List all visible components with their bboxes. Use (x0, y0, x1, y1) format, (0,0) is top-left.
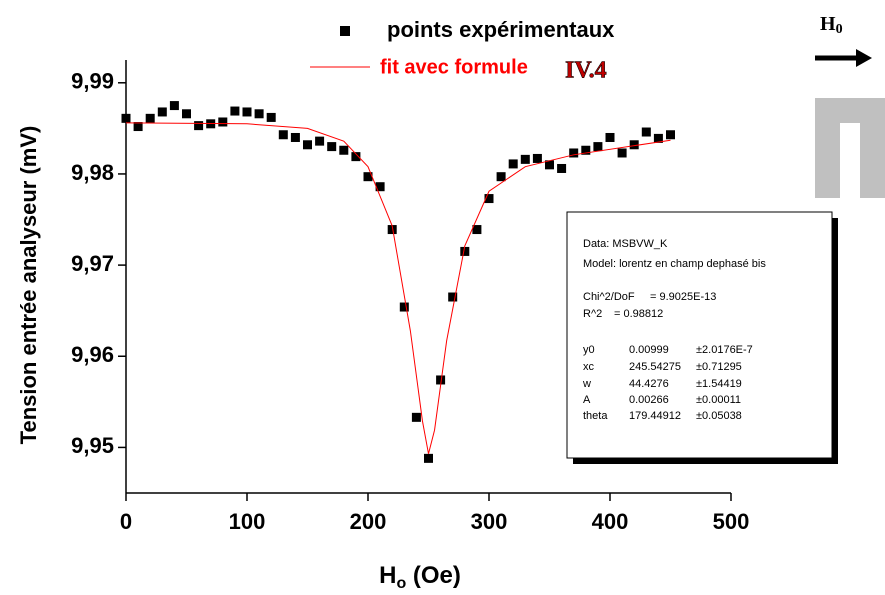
fit-box-text: theta (583, 410, 608, 422)
data-point (629, 140, 639, 150)
data-point (641, 127, 651, 137)
data-point (399, 302, 409, 312)
y-tick-label: 9,99 (71, 69, 114, 94)
data-point (496, 172, 506, 182)
data-point (363, 172, 373, 182)
fit-box-text: ±0.05038 (696, 410, 742, 422)
fit-box-text: 0.00266 (629, 394, 669, 406)
data-point (520, 154, 530, 164)
data-point (315, 136, 325, 146)
fit-box-text: Chi^2/DoF (583, 291, 635, 303)
data-point (472, 225, 482, 235)
legend-label: points expérimentaux (387, 17, 615, 42)
fit-box-text: ±0.00011 (696, 394, 741, 406)
fit-box-text: 245.54275 (629, 361, 681, 373)
data-point (545, 160, 554, 170)
fit-line (125, 122, 671, 454)
data-point (424, 453, 433, 463)
data-point (121, 113, 131, 123)
fit-box-text: 44.4276 (629, 378, 669, 390)
data-point (532, 153, 542, 163)
data-point (218, 117, 228, 127)
data-point (254, 109, 264, 119)
x-axis-label: Ho (Oe) (379, 562, 461, 592)
x-label-sub: o (396, 575, 406, 592)
fit-box-text: R^2 (583, 308, 602, 320)
data-point (327, 142, 337, 152)
data-point (303, 140, 312, 150)
fit-box-text: = 0.98812 (614, 308, 663, 320)
data-point (375, 182, 385, 192)
y-tick-label: 9,97 (71, 251, 114, 276)
data-point (145, 113, 155, 123)
data-point (169, 101, 179, 111)
fit-box-text: y0 (583, 344, 595, 356)
data-point (484, 194, 494, 204)
data-point (448, 292, 458, 302)
fit-box-text: Data: MSBVW_K (583, 238, 668, 250)
x-label-rest: (Oe) (406, 562, 461, 589)
data-point (581, 145, 591, 155)
data-point (278, 130, 288, 140)
x-tick-label: 200 (350, 509, 387, 534)
data-point (194, 121, 204, 131)
data-point (508, 159, 518, 169)
legend-label: fit avec formule (380, 56, 528, 78)
data-point (666, 130, 675, 140)
field-main: H (820, 13, 836, 35)
data-point (290, 132, 300, 142)
x-tick-label: 0 (120, 509, 132, 534)
y-tick-label: 9,95 (71, 433, 114, 458)
data-point (387, 225, 397, 235)
data-point (436, 375, 446, 385)
fit-box: Data: MSBVW_K Model: lorentz en champ dep… (566, 211, 838, 464)
data-point (411, 412, 421, 422)
data-point (351, 152, 361, 162)
fit-box-frame (566, 211, 833, 459)
fit-box-text: A (583, 394, 591, 406)
legend-marker (340, 26, 350, 36)
data-point (557, 163, 567, 173)
annotation: IV.4 (565, 58, 607, 84)
fit-box-text: ±2.0176E-7 (696, 344, 753, 356)
x-tick-label: 500 (713, 509, 750, 534)
magnet-shape (815, 98, 885, 198)
data-point (157, 107, 167, 117)
x-tick-label: 400 (592, 509, 629, 534)
y-tick-label: 9,98 (71, 160, 114, 185)
fit-box-text: 0.00999 (629, 344, 669, 356)
data-point (617, 148, 627, 158)
data-point (266, 112, 276, 122)
y-tick-label: 9,96 (71, 342, 114, 367)
data-point (605, 132, 615, 142)
field-label: H0 (820, 13, 843, 38)
data-point (230, 106, 240, 116)
fit-box-text: ±1.54419 (696, 378, 742, 390)
fit-box-text: Model: lorentz en champ dephasé bis (583, 258, 766, 270)
y-axis-label: Tension entrée analyseur (mV) (16, 126, 41, 445)
data-point (653, 133, 663, 143)
x-label-main: H (379, 562, 396, 589)
data-point (460, 246, 470, 256)
x-tick-label: 100 (229, 509, 266, 534)
field-sub: 0 (836, 22, 843, 37)
data-point (133, 122, 143, 132)
data-point (339, 145, 349, 155)
data-point (593, 142, 603, 152)
fit-box-text: 179.44912 (629, 410, 681, 422)
fit-box-text: xc (583, 361, 595, 373)
field-arrow-head (856, 49, 872, 67)
fit-box-text: = 9.9025E-13 (650, 291, 716, 303)
fit-box-text: w (582, 378, 591, 390)
data-point (182, 109, 191, 119)
x-tick-label: 300 (471, 509, 508, 534)
fit-box-text: ±0.71295 (696, 361, 742, 373)
data-point (569, 148, 579, 158)
data-point (242, 107, 252, 117)
